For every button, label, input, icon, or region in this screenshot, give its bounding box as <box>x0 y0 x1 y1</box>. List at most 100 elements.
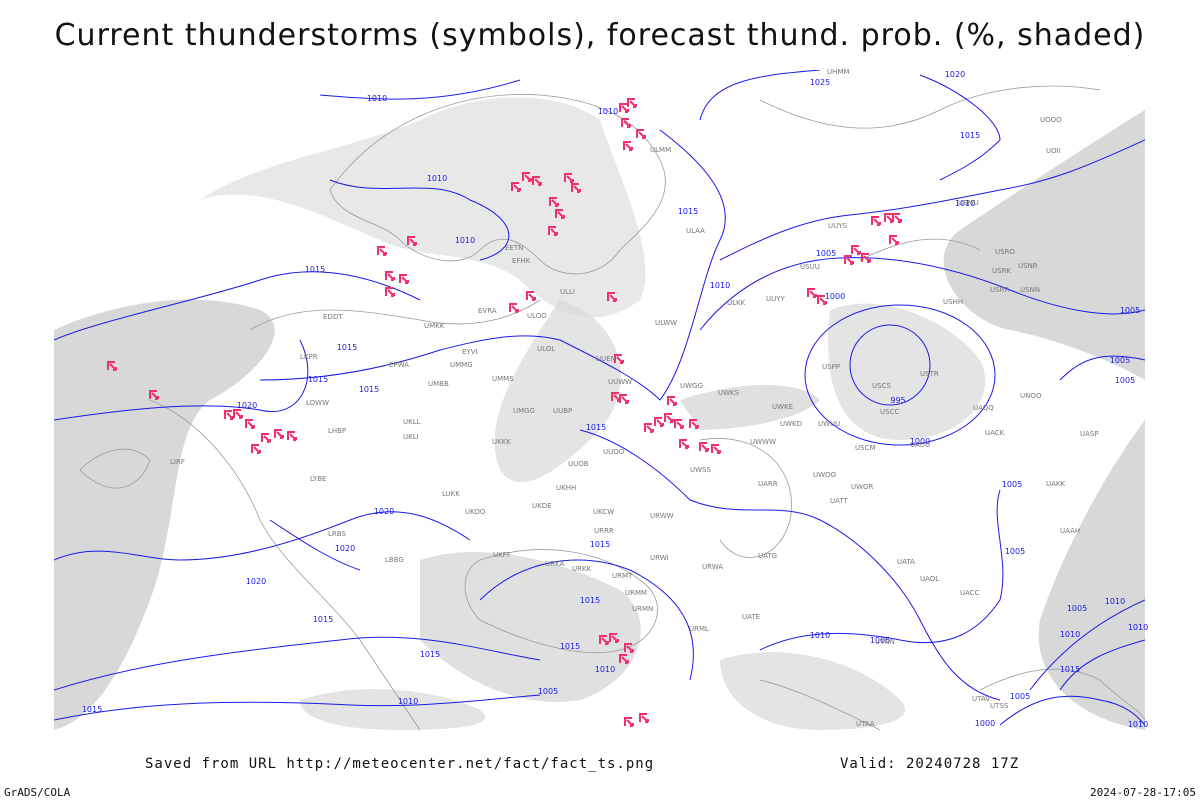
station-label: URRR <box>594 527 614 535</box>
isobar-label: 1015 <box>580 596 600 605</box>
station-label: UACC <box>960 589 980 597</box>
station-label: ULWW <box>655 319 677 327</box>
thunderstorm-symbols <box>107 98 902 727</box>
thunderstorm-symbol <box>385 271 395 281</box>
station-label: USCM <box>855 444 876 452</box>
thunderstorm-symbol <box>287 431 297 441</box>
station-label: UMMG <box>450 361 473 369</box>
station-label: USMU <box>958 199 979 207</box>
isobar-label: 1000 <box>975 719 995 728</box>
isobar-label: 1005 <box>1110 356 1130 365</box>
station-label: UWKE <box>772 403 793 411</box>
thunderstorm-symbol <box>624 643 634 653</box>
thunderstorm-symbol <box>679 439 689 449</box>
station-label: ULMM <box>650 146 671 154</box>
thunderstorm-symbol <box>871 216 881 226</box>
station-label: URMN <box>632 605 653 613</box>
station-label: UMBB <box>428 380 449 388</box>
station-label: UTAV <box>972 695 990 703</box>
isobar-label: 1020 <box>335 544 355 553</box>
station-label: UMKK <box>424 322 445 330</box>
station-label: UARR <box>758 480 778 488</box>
station-label: UKFF <box>493 551 511 559</box>
isobar-label: 1015 <box>308 375 328 384</box>
station-label: UAOL <box>920 575 939 583</box>
station-label: UTAA <box>856 720 875 728</box>
thunderstorm-symbol <box>689 419 699 429</box>
isobar-label: 1010 <box>1128 623 1148 632</box>
isobar-label: 1015 <box>305 265 325 274</box>
station-label: UUYY <box>766 295 786 303</box>
thunderstorm-symbol <box>807 288 817 298</box>
thunderstorm-symbol <box>599 635 609 645</box>
station-label: UHMM <box>827 68 849 76</box>
isobar-label: 1005 <box>1010 692 1030 701</box>
isobar-label: 1010 <box>595 665 615 674</box>
station-label: UOII <box>1046 147 1061 155</box>
station-label: USRO <box>995 248 1015 256</box>
title: Current thunderstorms (symbols), forecas… <box>55 18 1146 53</box>
thunderstorm-symbol <box>611 392 621 402</box>
station-label: UKCW <box>593 508 614 516</box>
station-label: USNN <box>1020 286 1040 294</box>
station-label: UKKK <box>492 438 511 446</box>
station-label: EFHK <box>512 257 531 265</box>
station-label: ULLI <box>560 288 575 296</box>
station-label: LUKK <box>442 490 460 498</box>
thunderstorm-symbol <box>511 182 521 192</box>
isobar-label: 1000 <box>910 437 930 446</box>
thunderstorm-symbol <box>107 361 117 371</box>
station-label: ULOL <box>537 345 555 353</box>
station-label: UUYS <box>828 222 848 230</box>
isobar-label: 1015 <box>420 650 440 659</box>
isobar-label: 1010 <box>598 107 618 116</box>
thunderstorm-symbol <box>532 176 542 186</box>
station-label: URKA <box>545 560 564 568</box>
isobars <box>54 70 1145 726</box>
station-label: UUWW <box>608 378 632 386</box>
thunderstorm-symbol <box>614 354 624 364</box>
thunderstorm-symbol <box>861 253 871 263</box>
thunderstorm-symbol <box>407 236 417 246</box>
thunderstorm-symbol <box>699 442 709 452</box>
isobar-label: 1005 <box>1115 376 1135 385</box>
thunderstorm-symbol <box>817 295 827 305</box>
station-label: UKLI <box>403 433 419 441</box>
station-label: USTR <box>920 370 939 378</box>
station-label: EVRA <box>478 307 497 315</box>
isobar-label: 1010 <box>1128 720 1148 729</box>
station-label: LYBE <box>310 475 326 483</box>
isobar-label: 1015 <box>590 540 610 549</box>
thunderstorm-symbol <box>892 213 902 223</box>
isobar-label: 1010 <box>955 199 975 208</box>
source-url: Saved from URL http://meteocenter.net/fa… <box>145 756 654 772</box>
isobar-label: 1010 <box>455 236 475 245</box>
station-label: USNR <box>1018 262 1038 270</box>
isobar-label: 1010 <box>367 94 387 103</box>
station-label: UASP <box>1080 430 1099 438</box>
thunderstorm-symbol <box>261 433 271 443</box>
station-label: UWUU <box>818 420 840 428</box>
thunderstorm-symbol <box>636 129 646 139</box>
station-label: UMMS <box>492 375 514 383</box>
thunderstorm-symbol <box>619 654 629 664</box>
isobar-label: 1010 <box>427 174 447 183</box>
thunderstorm-symbol <box>654 417 664 427</box>
thunderstorm-symbol <box>274 429 284 439</box>
station-label: USPP <box>822 363 840 371</box>
station-label: URKK <box>572 565 592 573</box>
station-label: USCS <box>872 382 891 390</box>
station-label: UKHH <box>556 484 576 492</box>
station-label: UKDE <box>532 502 552 510</box>
thunderstorm-symbol <box>377 246 387 256</box>
isobar-label: 1015 <box>359 385 379 394</box>
station-label: EPWA <box>389 361 409 369</box>
station-label: UKOO <box>465 508 486 516</box>
isobar-label: 1005 <box>816 249 836 258</box>
station-label: UWWW <box>750 438 776 446</box>
thunderstorm-symbol <box>621 118 631 128</box>
isobar-label: 1015 <box>313 615 333 624</box>
station-label: UTNN <box>875 638 895 646</box>
thunderstorm-symbol <box>623 141 633 151</box>
